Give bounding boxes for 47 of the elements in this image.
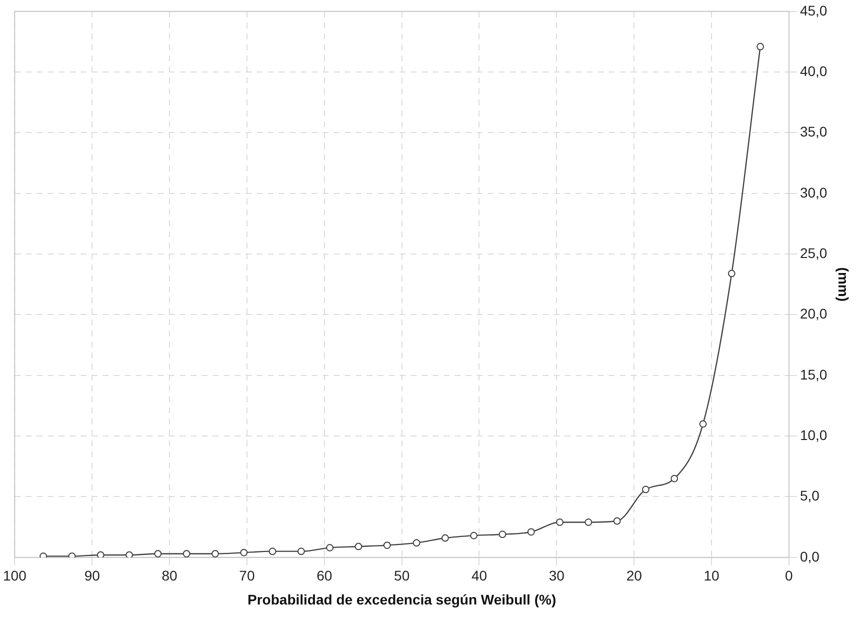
point — [699, 420, 707, 428]
point — [297, 548, 305, 556]
y-tick-label: 0,0 — [800, 548, 820, 564]
x-tick-label: 70 — [239, 568, 255, 584]
point — [441, 534, 449, 542]
point — [182, 550, 190, 558]
x-tick-label: 60 — [316, 568, 332, 584]
point — [498, 530, 506, 538]
y-axis-title: (mm) — [836, 267, 852, 302]
point — [527, 528, 535, 536]
x-tick-label: 100 — [3, 568, 27, 584]
y-tick-label: 35,0 — [800, 124, 828, 140]
point — [154, 550, 162, 558]
x-tick-label: 30 — [548, 568, 565, 584]
y-tick-label: 40,0 — [800, 62, 828, 79]
point — [212, 550, 219, 558]
x-tick-label: 80 — [162, 568, 178, 584]
point — [326, 544, 334, 552]
point — [240, 548, 248, 556]
point — [556, 518, 564, 526]
point — [756, 42, 764, 50]
y-tick-label: 45,0 — [800, 2, 828, 18]
point — [412, 539, 420, 547]
point — [728, 270, 736, 278]
point — [126, 551, 133, 558]
y-tick-label: 25,0 — [800, 244, 828, 261]
point — [96, 551, 104, 558]
x-axis-title: Probabilidad de excedencia según Weibull (%) — [248, 591, 556, 608]
x-tick-label: 20 — [626, 568, 642, 584]
point — [642, 486, 650, 494]
y-tick-label: 20,0 — [800, 306, 828, 322]
point — [613, 517, 621, 525]
point — [383, 542, 391, 549]
x-tick-label: 10 — [704, 568, 720, 584]
point — [584, 518, 592, 526]
x-tick-label: 40 — [471, 568, 488, 584]
point — [268, 548, 276, 556]
y-tick-label: 5,0 — [800, 488, 820, 504]
point — [470, 532, 478, 540]
x-tick-label: 0 — [785, 568, 794, 584]
y-tick-label: 30,0 — [800, 184, 828, 200]
point — [670, 474, 678, 482]
y-tick-label: 10,0 — [800, 426, 828, 443]
y-tick-label: 15,0 — [800, 366, 828, 382]
x-tick-label: 50 — [394, 568, 410, 584]
x-tick-label: 90 — [84, 568, 100, 584]
point — [354, 542, 362, 550]
